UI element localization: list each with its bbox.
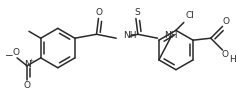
Text: Cl: Cl — [185, 11, 194, 20]
Text: NH: NH — [164, 31, 178, 40]
Text: O: O — [13, 49, 20, 57]
Text: NH: NH — [123, 31, 137, 40]
Text: −: − — [5, 51, 14, 61]
Text: O: O — [23, 81, 30, 90]
Text: S: S — [134, 8, 140, 17]
Text: N: N — [25, 60, 31, 69]
Text: +: + — [29, 58, 34, 63]
Text: O: O — [222, 50, 229, 59]
Text: O: O — [223, 17, 230, 26]
Text: H: H — [229, 55, 236, 64]
Text: O: O — [96, 8, 103, 17]
